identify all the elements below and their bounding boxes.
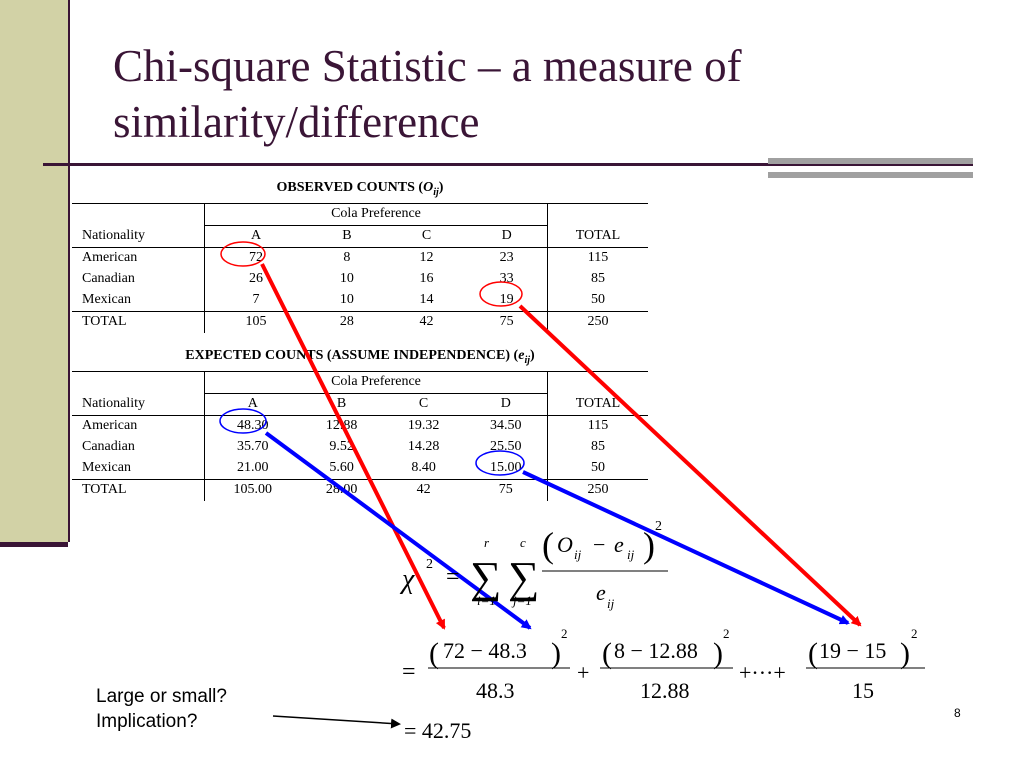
numerator-exponent: 2 <box>655 519 662 534</box>
term1-paren-open: ( <box>429 637 439 670</box>
observed-group-header: Cola Preference <box>204 203 548 226</box>
question-line-2: Implication? <box>96 711 198 732</box>
observed-col-c: C <box>386 225 467 248</box>
decor-bar-1 <box>768 158 973 164</box>
denominator-e: e <box>596 580 606 605</box>
expected-total-header: TOTAL <box>547 393 648 416</box>
red-arrow-19 <box>518 304 862 627</box>
numerator-O-sub: ij <box>574 547 582 562</box>
term2-denominator: 12.88 <box>640 678 690 703</box>
numerator-O: O <box>557 532 573 557</box>
observed-caption: OBSERVED COUNTS (Oij) <box>72 178 648 204</box>
chi-square-formula: χ 2 = ∑ r i=1 ∑ c j=1 ( O ij − e ij ) 2 … <box>399 519 668 611</box>
title-underline <box>43 163 973 166</box>
term1-exponent: 2 <box>561 626 568 641</box>
blue-arrow-48 <box>264 431 532 630</box>
numerator-e: e <box>614 532 624 557</box>
sub-equals: = <box>402 659 416 685</box>
term3-paren-open: ( <box>808 637 818 670</box>
term3-paren-close: ) <box>900 637 910 670</box>
worked-substitution: = ( 72 − 48.3 ) 2 48.3 + ( 8 − 12.88 ) 2… <box>402 626 925 743</box>
paren-open: ( <box>542 525 554 565</box>
term1-paren-close: ) <box>551 637 561 670</box>
ellipsis-plus: +···+ <box>739 660 786 685</box>
expected-col-a: A <box>203 393 301 416</box>
observed-col-a: A <box>204 225 308 248</box>
expected-caption: EXPECTED COUNTS (ASSUME INDEPENDENCE) (e… <box>72 346 648 372</box>
sum-j-symbol: ∑ <box>508 553 539 602</box>
circle-expected-15 <box>475 450 525 476</box>
decor-bar-2 <box>768 172 973 178</box>
sidebar-panel <box>0 0 68 542</box>
observed-total-header: TOTAL <box>547 225 648 248</box>
term1-denominator: 48.3 <box>476 678 515 703</box>
sum-j-bottom: j=1 <box>511 593 532 608</box>
blue-arrow-15 <box>522 470 850 625</box>
numerator-minus: − <box>593 532 605 557</box>
term3-denominator: 15 <box>852 678 874 703</box>
title-line-2: similarity/difference <box>113 97 480 147</box>
expected-col-d: D <box>464 393 548 416</box>
term2-numerator: 8 − 12.88 <box>614 638 698 663</box>
black-arrow-question <box>272 715 401 729</box>
circle-observed-72 <box>220 241 266 267</box>
paren-close: ) <box>643 525 655 565</box>
observed-row-header: Nationality <box>72 225 205 248</box>
expected-group-header: Cola Preference <box>204 371 548 394</box>
term2-exponent: 2 <box>723 626 730 641</box>
page-number: 8 <box>954 706 961 720</box>
table-row: TOTAL 105 28 42 75 250 <box>72 311 648 333</box>
expected-col-c: C <box>382 393 465 416</box>
sidebar-rule <box>0 542 68 547</box>
term2-paren-open: ( <box>602 637 612 670</box>
observed-table: OBSERVED COUNTS (Oij) Cola Preference Na… <box>72 178 648 333</box>
chi-exponent: 2 <box>426 557 433 572</box>
circle-expected-48 <box>219 408 267 434</box>
expected-row-header: Nationality <box>72 393 205 416</box>
question-line-1: Large or small? <box>96 686 227 707</box>
sum-i-bottom: i=1 <box>477 593 496 608</box>
circle-observed-19 <box>479 281 523 307</box>
title-line-1: Chi-square Statistic – a measure of <box>113 41 742 91</box>
table-row: Canadian 26 10 16 33 85 <box>72 268 648 290</box>
sum-j-top: c <box>520 535 526 550</box>
sum-i-top: r <box>484 535 490 550</box>
slide-title: Chi-square Statistic – a measure of simi… <box>113 38 993 150</box>
term1-numerator: 72 − 48.3 <box>443 638 527 663</box>
denominator-e-sub: ij <box>607 596 615 611</box>
table-row: Canadian 35.70 9.52 14.28 25.50 85 <box>72 436 648 458</box>
formula-equals: = <box>446 564 460 590</box>
term3-numerator: 19 − 15 <box>819 638 886 663</box>
chi-symbol: χ <box>399 564 415 595</box>
sum-i-symbol: ∑ <box>470 553 501 602</box>
red-arrow-72 <box>260 263 446 630</box>
numerator-e-sub: ij <box>627 547 635 562</box>
result-value: = 42.75 <box>404 718 471 743</box>
expected-col-b: B <box>300 393 383 416</box>
term2-paren-close: ) <box>713 637 723 670</box>
plus-1: + <box>577 660 589 685</box>
question-text: Large or small? Implication? <box>96 684 227 734</box>
term3-exponent: 2 <box>911 626 918 641</box>
observed-col-d: D <box>466 225 548 248</box>
expected-table: EXPECTED COUNTS (ASSUME INDEPENDENCE) (e… <box>72 346 648 501</box>
observed-col-b: B <box>307 225 387 248</box>
table-row: American 48.30 12.88 19.32 34.50 115 <box>72 415 648 437</box>
vertical-rule <box>68 0 70 542</box>
